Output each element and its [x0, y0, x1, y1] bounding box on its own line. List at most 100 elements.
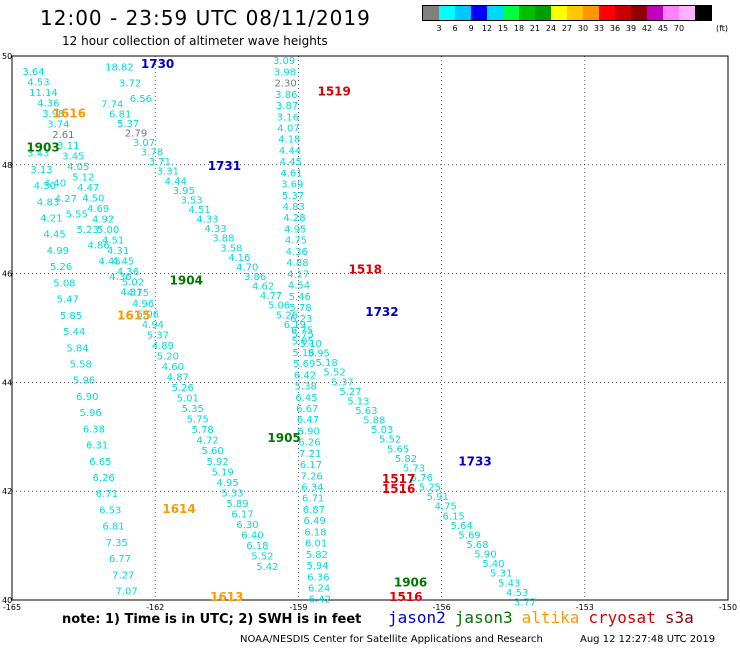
- wave-height-value: 4.28: [283, 213, 305, 224]
- color-swatch: [567, 6, 583, 20]
- color-swatch: [551, 6, 567, 20]
- wave-height-value: 5.08: [53, 278, 75, 289]
- pass-time-label: 1732: [365, 305, 398, 319]
- wave-height-value: 4.75: [435, 502, 457, 513]
- wave-height-value: 5.52: [251, 552, 273, 563]
- wave-height-value: 5.37: [282, 191, 304, 202]
- wave-height-value: 5.20: [157, 351, 179, 362]
- color-legend-tick: 6: [452, 24, 458, 33]
- wave-height-value: 5.69: [293, 359, 315, 370]
- color-legend-tick: 12: [481, 24, 493, 33]
- wave-height-value: 6.17: [300, 460, 322, 471]
- color-legend-tick: 15: [497, 24, 509, 33]
- wave-height-value: 5.27: [339, 387, 361, 398]
- wave-height-value: 5.78: [289, 303, 311, 314]
- wave-height-value: 6.45: [295, 393, 317, 404]
- wave-height-value: 6.67: [296, 404, 318, 415]
- wave-height-value: 4.70: [236, 262, 258, 273]
- wave-height-value: 5.46: [289, 292, 311, 303]
- wave-height-value: 6.65: [89, 457, 111, 468]
- wave-height-value: 5.13: [347, 396, 369, 407]
- pass-time-label: 1903: [26, 141, 59, 155]
- latitude-label: 42: [2, 487, 12, 496]
- wave-height-value: 3.77: [514, 597, 536, 608]
- wave-height-value: 6.71: [96, 489, 118, 500]
- wave-height-value: 6.56: [130, 94, 152, 105]
- wave-height-value: 3.11: [57, 141, 79, 152]
- wave-height-value: 5.01: [177, 394, 199, 405]
- wave-height-value: 5.63: [355, 406, 377, 417]
- latitude-label: 44: [2, 378, 12, 387]
- longitude-label: -159: [289, 603, 307, 612]
- pass-time-label: 1613: [210, 590, 243, 604]
- color-legend-tick: 18: [513, 24, 525, 33]
- pass-time-label: 1906: [394, 575, 427, 589]
- wave-height-value: 3.74: [47, 120, 69, 131]
- wave-height-value: 6.18: [246, 541, 268, 552]
- wave-height-value: 4.92: [92, 214, 114, 225]
- color-swatch: [503, 6, 519, 20]
- wave-height-value: 6.23: [290, 314, 312, 325]
- pass-time-label: 1616: [53, 106, 86, 120]
- wave-height-value: 3.45: [62, 151, 84, 162]
- wave-height-value: 4.96: [132, 299, 154, 310]
- color-legend-tick: 33: [593, 24, 605, 33]
- wave-height-value: 6.49: [304, 516, 326, 527]
- credit-text: NOAA/NESDIS Center for Satellite Applica…: [240, 634, 543, 645]
- wave-height-value: 5.96: [73, 376, 95, 387]
- wave-height-value: 4.99: [47, 246, 69, 257]
- wave-height-value: 7.74: [101, 100, 123, 111]
- wave-height-value: 5.00: [97, 225, 119, 236]
- wave-height-value: 3.31: [157, 167, 179, 178]
- wave-height-value: 4.53: [27, 78, 49, 89]
- pass-time-label: 1731: [208, 159, 241, 173]
- wave-height-value: 6.26: [93, 473, 115, 484]
- longitude-label: -150: [719, 603, 737, 612]
- wave-height-value: 5.85: [60, 311, 82, 322]
- wave-height-value: 4.44: [165, 176, 187, 187]
- color-legend-tick: 30: [577, 24, 589, 33]
- wave-height-value: 6.30: [236, 520, 258, 531]
- pass-time-label: 1519: [317, 85, 350, 99]
- wave-height-value: 6.75: [291, 325, 313, 336]
- wave-height-value: 4.53: [506, 588, 528, 599]
- wave-height-value: 6.90: [76, 392, 98, 403]
- pass-time-label: 1518: [349, 263, 382, 277]
- wave-height-value: 5.55: [66, 210, 88, 221]
- wave-height-value: 6.42: [294, 370, 316, 381]
- wave-height-value: 6.31: [86, 441, 108, 452]
- wave-height-value: 5.78: [192, 425, 214, 436]
- wave-height-value: 6.18: [304, 527, 326, 538]
- wave-height-value: 5.43: [498, 578, 520, 589]
- pass-time-label: 1904: [170, 273, 203, 287]
- wave-height-value: 5.60: [201, 446, 223, 457]
- pass-time-label: 1516: [382, 482, 415, 496]
- latitude-label: 50: [2, 52, 12, 61]
- color-legend-tick: 24: [545, 24, 557, 33]
- satellite-legend-cryosat: cryosat: [588, 608, 656, 627]
- wave-height-value: 6.87: [303, 505, 325, 516]
- wave-height-value: 4.95: [284, 224, 306, 235]
- wave-height-value: 3.98: [42, 109, 64, 120]
- color-swatch: [583, 6, 599, 20]
- wave-height-value: 5.75: [187, 415, 209, 426]
- wave-height-value: 3.07: [133, 138, 155, 149]
- longitude-label: -165: [3, 603, 21, 612]
- wave-height-value: 2.30: [274, 79, 296, 90]
- wave-height-value: 5.96: [79, 408, 101, 419]
- pass-time-label: 1614: [162, 502, 195, 516]
- color-swatch: [615, 6, 631, 20]
- color-swatch: [631, 6, 647, 20]
- color-swatch: [455, 6, 471, 20]
- color-swatch: [487, 6, 503, 20]
- wave-height-value: 5.35: [182, 404, 204, 415]
- color-legend-tick: 45: [657, 24, 669, 33]
- wave-height-value: 18.82: [105, 63, 134, 74]
- units-label: (ft): [716, 24, 729, 33]
- wave-height-value: 5.38: [295, 382, 317, 393]
- wave-height-value: 4.17: [287, 269, 309, 280]
- wave-height-value: 5.76: [411, 473, 433, 484]
- wave-height-value: 4.54: [288, 281, 310, 292]
- color-swatch: [423, 6, 439, 20]
